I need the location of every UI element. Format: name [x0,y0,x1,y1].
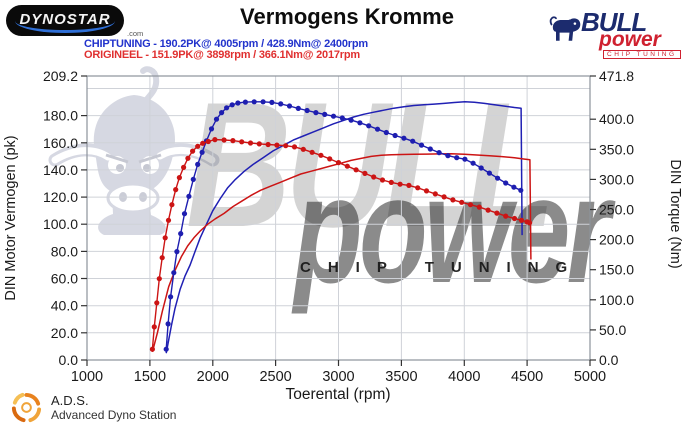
dynostar-logo: DYNOSTAR .com [6,5,156,41]
svg-text:2000: 2000 [197,369,229,385]
svg-text:471.8: 471.8 [599,68,634,84]
svg-text:120.0: 120.0 [43,189,78,205]
svg-text:209.2: 209.2 [43,68,78,84]
x-axis-title: Toerental (rpm) [285,386,390,403]
svg-text:1000: 1000 [71,369,103,385]
ads-name: Advanced Dyno Station [51,408,177,422]
svg-text:3500: 3500 [385,369,417,385]
y-axis-right-title: DIN Torque (Nm) [667,159,683,268]
svg-text:5000: 5000 [574,369,606,385]
dynostar-domain-suffix: .com [127,29,144,38]
svg-text:20.0: 20.0 [51,325,78,341]
svg-text:100.0: 100.0 [599,292,634,308]
ads-abbr: A.D.S. [51,393,89,408]
bullpower-word-chiptuning: CHIP TUNING [603,50,681,59]
ads-logo: A.D.S. Advanced Dyno Station [10,391,176,424]
svg-text:350.0: 350.0 [599,141,634,157]
ads-swirl-icon [11,392,42,423]
grid-lines [87,76,590,360]
svg-text:80.0: 80.0 [51,243,78,259]
svg-text:60.0: 60.0 [51,271,78,287]
y-axis-left-title: DIN Motor Vermogen (pk) [3,135,19,300]
legend-chiptuning: CHIPTUNING - 190.2PK@ 4005rpm / 428.9Nm@… [84,38,368,50]
svg-text:BULL: BULL [186,66,549,264]
series-origineel-power [151,153,532,353]
svg-text:150.0: 150.0 [599,262,634,278]
svg-text:1500: 1500 [134,369,166,385]
bullpower-logo: BULL power CHIP TUNING [545,3,693,59]
svg-text:0.0: 0.0 [599,352,619,368]
svg-text:140.0: 140.0 [43,162,78,178]
svg-text:160.0: 160.0 [43,135,78,151]
y-axis-right: 471.8 400.0 350.0 300.0 250.0 200.0 150.0 100.0… [590,68,683,368]
svg-text:0.0: 0.0 [59,352,79,368]
svg-text:CHIP TUNING: CHIP TUNING [300,259,584,276]
series-chiptuning-power [165,101,523,354]
series-chiptuning-torque [163,99,524,352]
svg-text:250.0: 250.0 [599,202,634,218]
bull-icon [549,13,581,41]
bullpower-word-power: power [599,28,661,51]
dynostar-wordmark: DYNOSTAR [6,5,124,36]
svg-text:4000: 4000 [448,369,480,385]
legend-header: CHIPTUNING - 190.2PK@ 4005rpm / 428.9Nm@… [84,39,368,60]
y-axis-left: 209.2 180.0 160.0 140.0 120.0 100.0 80.0 60.0 40… [3,68,87,368]
page-title: Vermogens Kromme [240,4,454,29]
svg-text:4500: 4500 [511,369,543,385]
svg-text:50.0: 50.0 [599,322,626,338]
svg-text:40.0: 40.0 [51,298,78,314]
svg-text:2500: 2500 [259,369,291,385]
svg-text:300.0: 300.0 [599,171,634,187]
series-origineel-torque [149,137,533,352]
svg-text:3000: 3000 [322,369,354,385]
legend-origineel: ORIGINEEL - 151.9PK@ 3898rpm / 366.1Nm@ … [84,48,360,61]
svg-text:power: power [291,146,616,315]
x-axis: 1000 1500 2000 2500 3000 3500 4000 4500 5000 Toer… [71,360,606,403]
svg-text:180.0: 180.0 [43,108,78,124]
svg-text:400.0: 400.0 [599,111,634,127]
svg-text:100.0: 100.0 [43,216,78,232]
bullpower-word-bull: BULL [581,7,647,37]
svg-text:200.0: 200.0 [599,232,634,248]
